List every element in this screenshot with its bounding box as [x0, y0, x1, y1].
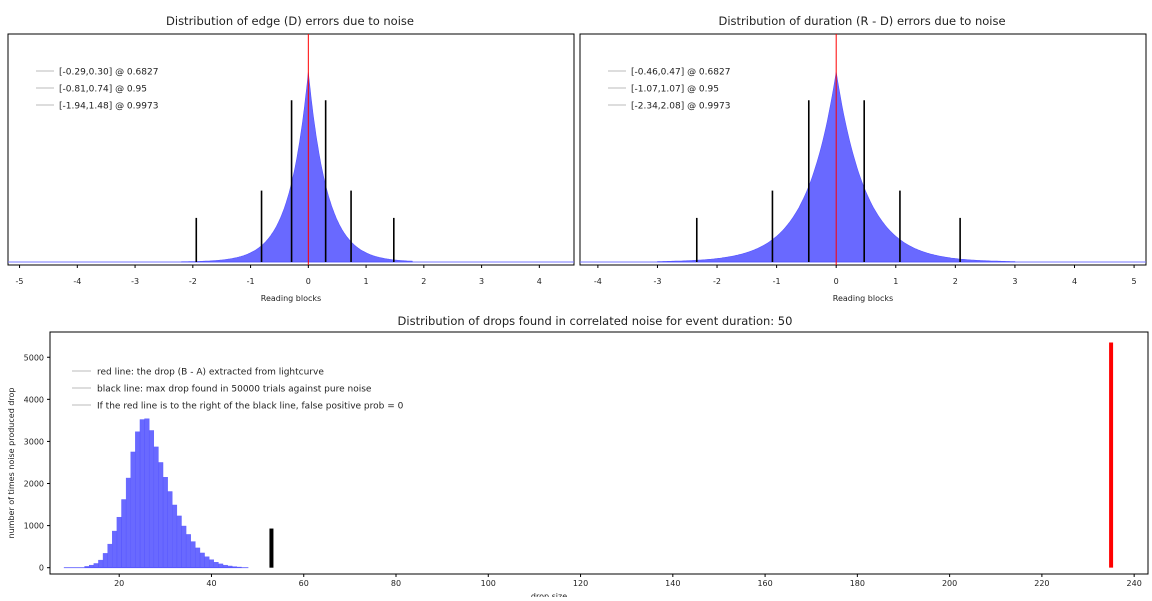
histogram-bar	[93, 563, 99, 568]
legend-item: red line: the drop (B - A) extracted fro…	[97, 368, 324, 378]
histogram-bar	[130, 451, 136, 568]
chart-drop-distribution: 20 40 60 80 100 120 140 160 180 200 220 240 drop siz…	[0, 320, 1152, 601]
x-tick-label: -2	[189, 277, 197, 286]
chart-title-duration-errors: Distribution of duration (R - D) errors …	[718, 14, 1006, 28]
histogram-bar	[227, 565, 233, 568]
x-tick-label: -5	[16, 277, 24, 286]
error-histogram	[181, 71, 413, 263]
y-axis-label: number of times noise produced drop	[7, 388, 16, 539]
y-tick-label: 5000	[24, 353, 44, 362]
x-tick-label: 20	[114, 579, 124, 588]
histogram-bar	[236, 566, 242, 568]
x-tick-label: -1	[773, 277, 781, 286]
histogram-bar	[208, 559, 214, 568]
histogram-bar	[125, 477, 131, 568]
plot-frame	[579, 33, 1147, 266]
x-tick-label: -2	[713, 277, 721, 286]
histogram-bar	[98, 559, 104, 568]
x-axis-label: drop size	[531, 592, 567, 597]
histogram-bar	[185, 534, 191, 568]
y-tick-label: 0	[39, 564, 44, 573]
x-tick-label: 180	[850, 579, 865, 588]
x-tick-label: 140	[665, 579, 680, 588]
chart-drop-distribution-svg: 20 40 60 80 100 120 140 160 180 200 220 240 drop siz…	[7, 331, 1149, 601]
histogram-bar	[102, 553, 108, 568]
x-tick-label: 2	[421, 277, 426, 286]
histogram-bar	[190, 541, 196, 568]
histogram-bar	[107, 543, 113, 568]
legend-item: [-1.07,1.07] @ 0.95	[631, 85, 719, 95]
x-tick-label: 200	[942, 579, 957, 588]
histogram-bar	[181, 525, 187, 568]
histogram-bar	[204, 556, 210, 568]
legend-item: [-0.81,0.74] @ 0.95	[59, 85, 147, 95]
histogram-bar	[218, 563, 224, 568]
histogram-bar	[213, 562, 219, 568]
histogram-bar	[135, 431, 141, 568]
histogram-bar	[148, 430, 155, 568]
legend-item: If the red line is to the right of the b…	[97, 402, 404, 412]
x-tick-label: 1	[893, 277, 898, 286]
chart-edge-errors-svg: -5 -4 -3 -2 -1 0 1 2 3 4 Reading blocks [-0.29,0.30…	[7, 33, 575, 303]
x-tick-label: 120	[573, 579, 588, 588]
chart-title-drop-distribution: Distribution of drops found in correlate…	[397, 314, 793, 328]
x-tick-label: -1	[247, 277, 255, 286]
histogram-bar	[162, 476, 168, 568]
histogram-bar	[84, 566, 90, 568]
histogram-bar	[167, 491, 173, 568]
x-tick-label: 0	[306, 277, 311, 286]
histogram-bar	[116, 516, 122, 568]
x-tick-label: 3	[479, 277, 484, 286]
histogram-bar	[139, 419, 145, 568]
histogram-bar	[158, 462, 164, 568]
y-tick-label: 1000	[24, 522, 44, 531]
x-tick-label: 100	[481, 579, 496, 588]
x-axis-label: Reading blocks	[833, 294, 893, 303]
x-tick-label: 5	[1132, 277, 1137, 286]
x-tick-label: 2	[953, 277, 958, 286]
legend-item: [-0.46,0.47] @ 0.6827	[631, 68, 730, 78]
legend-item: [-1.94,1.48] @ 0.9973	[59, 102, 158, 112]
histogram-bar	[195, 547, 201, 568]
x-tick-label: -4	[594, 277, 602, 286]
histogram-bar	[172, 504, 178, 568]
histogram-bar	[153, 446, 159, 568]
x-tick-label: 240	[1127, 579, 1142, 588]
x-tick-label: -3	[653, 277, 661, 286]
x-tick-label: 80	[391, 579, 401, 588]
histogram-bar	[176, 515, 182, 568]
chart-edge-errors: -5 -4 -3 -2 -1 0 1 2 3 4 Reading blocks [-0.29,0.30…	[0, 0, 580, 310]
legend-item: black line: max drop found in 50000 tria…	[97, 385, 372, 395]
plot-frame	[49, 331, 1149, 575]
chart-duration-errors-svg: -4 -3 -2 -1 0 1 2 3 4 5 Reading blocks [-0.46,0.47]…	[579, 33, 1147, 303]
x-tick-label: 0	[834, 277, 839, 286]
histogram-bar	[199, 552, 205, 568]
histogram-bar	[121, 499, 127, 568]
x-tick-label: 4	[537, 277, 542, 286]
x-tick-label: -4	[73, 277, 81, 286]
x-tick-label: 60	[299, 579, 309, 588]
y-tick-label: 4000	[24, 395, 44, 404]
histogram-bar	[232, 566, 238, 568]
x-tick-label: 160	[757, 579, 772, 588]
x-tick-label: -3	[131, 277, 139, 286]
chart-duration-errors: -4 -3 -2 -1 0 1 2 3 4 5 Reading blocks [-0.46,0.47]…	[572, 0, 1152, 310]
x-tick-label: 40	[206, 579, 216, 588]
histogram-bar	[112, 530, 118, 568]
x-tick-label: 1	[364, 277, 369, 286]
histogram-bar	[89, 564, 95, 568]
x-tick-label: 3	[1012, 277, 1017, 286]
y-tick-label: 3000	[24, 437, 44, 446]
histogram-bar	[144, 418, 150, 568]
x-tick-label: 220	[1034, 579, 1049, 588]
plot-frame	[7, 33, 575, 266]
x-tick-label: 4	[1072, 277, 1077, 286]
histogram-bar	[222, 564, 228, 568]
y-tick-label: 2000	[24, 480, 44, 489]
legend-item: [-2.34,2.08] @ 0.9973	[631, 102, 730, 112]
x-axis-label: Reading blocks	[261, 294, 321, 303]
chart-title-edge-errors: Distribution of edge (D) errors due to n…	[166, 14, 414, 28]
legend-item: [-0.29,0.30] @ 0.6827	[59, 68, 158, 78]
